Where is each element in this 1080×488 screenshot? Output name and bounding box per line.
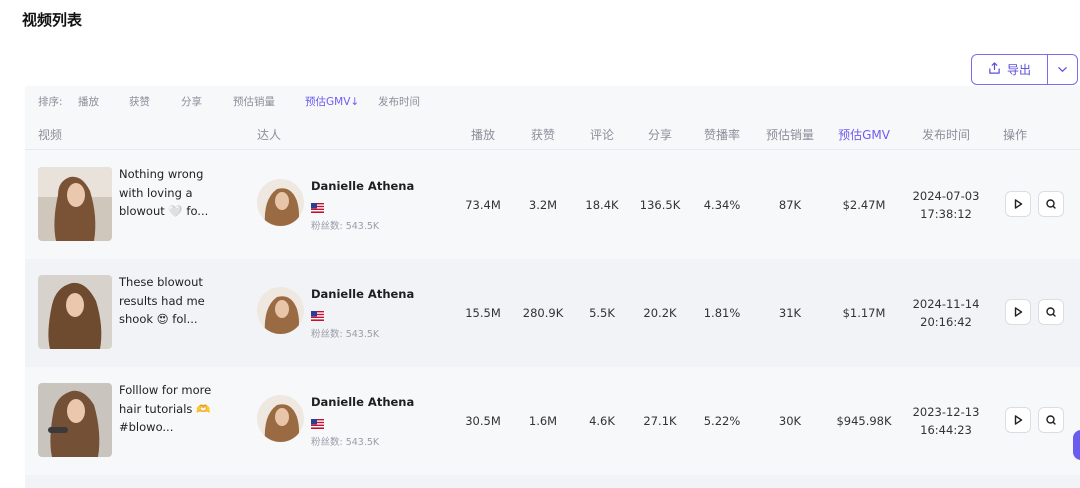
search-button[interactable]	[1038, 191, 1064, 217]
header-plays: 播放	[470, 128, 496, 142]
like-rate-value: 5.22%	[703, 414, 741, 428]
floating-helper-button[interactable]	[1073, 430, 1080, 460]
follower-count: 粉丝数: 543.5K	[311, 221, 380, 232]
play-icon	[1012, 195, 1024, 214]
publish-time: 2023-12-13 16:44:23	[913, 403, 980, 439]
page-title: 视频列表	[22, 11, 83, 29]
table-row: Folllow for more hair tutorials 🫶 #blowo…	[25, 367, 1080, 475]
play-button[interactable]	[1005, 191, 1031, 217]
video-title[interactable]: These blowout results had me shook 😍 fol…	[119, 275, 205, 326]
est-gmv-value: $1.17M	[842, 306, 886, 320]
plays-value: 73.4M	[465, 198, 501, 212]
header-likes: 获赞	[530, 128, 556, 142]
publish-date: 2024-07-03	[912, 189, 980, 203]
follower-count: 粉丝数: 543.5K	[311, 329, 380, 340]
play-icon	[1012, 411, 1024, 430]
search-icon	[1045, 195, 1057, 214]
us-flag-icon	[311, 306, 324, 321]
search-button[interactable]	[1038, 299, 1064, 325]
video-title[interactable]: Folllow for more hair tutorials 🫶 #blowo…	[119, 383, 212, 434]
play-button[interactable]	[1005, 407, 1031, 433]
header-actions: 操作	[1002, 128, 1028, 142]
search-icon	[1045, 411, 1057, 430]
publish-time: 2024-11-14 20:16:42	[913, 295, 980, 331]
shares-value: 20.2K	[643, 306, 677, 320]
video-list-panel: 排序: 播放 获赞 分享 预估销量 预估GMV↓ 发布时间 视频 达人 播放 获…	[25, 86, 1080, 488]
search-button[interactable]	[1038, 407, 1064, 433]
publish-time: 2024-07-03 17:38:12	[913, 187, 980, 223]
creator-name[interactable]: Danielle Athena	[311, 395, 415, 409]
avatar[interactable]	[257, 395, 304, 442]
export-button[interactable]: 导出	[972, 55, 1048, 84]
header-creator: 达人	[257, 128, 282, 142]
sort-label: 排序:	[38, 95, 63, 108]
sort-by-est-sales[interactable]: 预估销量	[233, 96, 275, 108]
sort-by-likes[interactable]: 获赞	[129, 96, 150, 108]
plays-value: 30.5M	[465, 414, 501, 428]
chevron-down-icon	[1057, 60, 1068, 79]
header-publish-time: 发布时间	[921, 128, 971, 142]
likes-value: 280.9K	[522, 306, 564, 320]
header-comments: 评论	[589, 128, 615, 142]
search-icon	[1045, 303, 1057, 322]
est-gmv-value: $945.98K	[836, 414, 892, 428]
play-button[interactable]	[1005, 299, 1031, 325]
video-thumbnail[interactable]	[38, 275, 112, 349]
header-est-gmv: 预估GMV	[838, 128, 890, 142]
publish-clock: 20:16:42	[920, 315, 972, 329]
creator-name[interactable]: Danielle Athena	[311, 179, 415, 193]
header-est-sales: 预估销量	[765, 128, 815, 142]
avatar[interactable]	[257, 287, 304, 334]
sort-by-plays[interactable]: 播放	[78, 96, 99, 108]
table-row: These blowout results had me shook 😍 fol…	[25, 259, 1080, 367]
table-header: 视频 达人 播放 获赞 评论 分享 赞播率 预估销量 预估GMV 发布时间 操作	[25, 120, 1080, 150]
est-sales-value: 30K	[778, 414, 802, 428]
comments-value: 18.4K	[585, 198, 619, 212]
follower-count: 粉丝数: 543.5K	[311, 437, 380, 448]
likes-value: 1.6M	[528, 414, 558, 428]
publish-date: 2024-11-14	[912, 297, 980, 311]
sort-by-est-gmv[interactable]: 预估GMV↓	[305, 96, 360, 108]
est-sales-value: 87K	[778, 198, 802, 212]
publish-clock: 16:44:23	[920, 423, 972, 437]
plays-value: 15.5M	[465, 306, 501, 320]
video-thumbnail[interactable]	[38, 383, 112, 457]
table-row	[25, 475, 1080, 488]
play-icon	[1012, 303, 1024, 322]
sort-by-shares[interactable]: 分享	[181, 96, 202, 108]
header-video: 视频	[38, 128, 63, 142]
like-rate-value: 4.34%	[703, 198, 741, 212]
header-shares: 分享	[647, 128, 673, 142]
publish-clock: 17:38:12	[920, 207, 972, 221]
export-icon	[988, 61, 1001, 78]
export-label: 导出	[1006, 63, 1031, 77]
us-flag-icon	[311, 198, 324, 213]
table-row: Nothing wrong with loving a blowout 🤍 fo…	[25, 151, 1080, 259]
like-rate-value: 1.81%	[703, 306, 741, 320]
comments-value: 4.6K	[589, 414, 615, 428]
us-flag-icon	[311, 414, 324, 429]
est-sales-value: 31K	[778, 306, 802, 320]
shares-value: 136.5K	[639, 198, 681, 212]
sort-by-publish-time[interactable]: 发布时间	[378, 96, 420, 108]
comments-value: 5.5K	[589, 306, 615, 320]
header-like-rate: 赞播率	[703, 128, 741, 142]
est-gmv-value: $2.47M	[842, 198, 886, 212]
likes-value: 3.2M	[528, 198, 558, 212]
export-dropdown-toggle[interactable]	[1048, 55, 1077, 84]
publish-date: 2023-12-13	[912, 405, 980, 419]
video-title[interactable]: Nothing wrong with loving a blowout 🤍 fo…	[119, 167, 209, 218]
shares-value: 27.1K	[643, 414, 677, 428]
export-button-group: 导出	[971, 54, 1078, 85]
creator-name[interactable]: Danielle Athena	[311, 287, 415, 301]
sort-bar: 排序: 播放 获赞 分享 预估销量 预估GMV↓ 发布时间	[25, 86, 1080, 116]
avatar[interactable]	[257, 179, 304, 226]
video-thumbnail[interactable]	[38, 167, 112, 241]
